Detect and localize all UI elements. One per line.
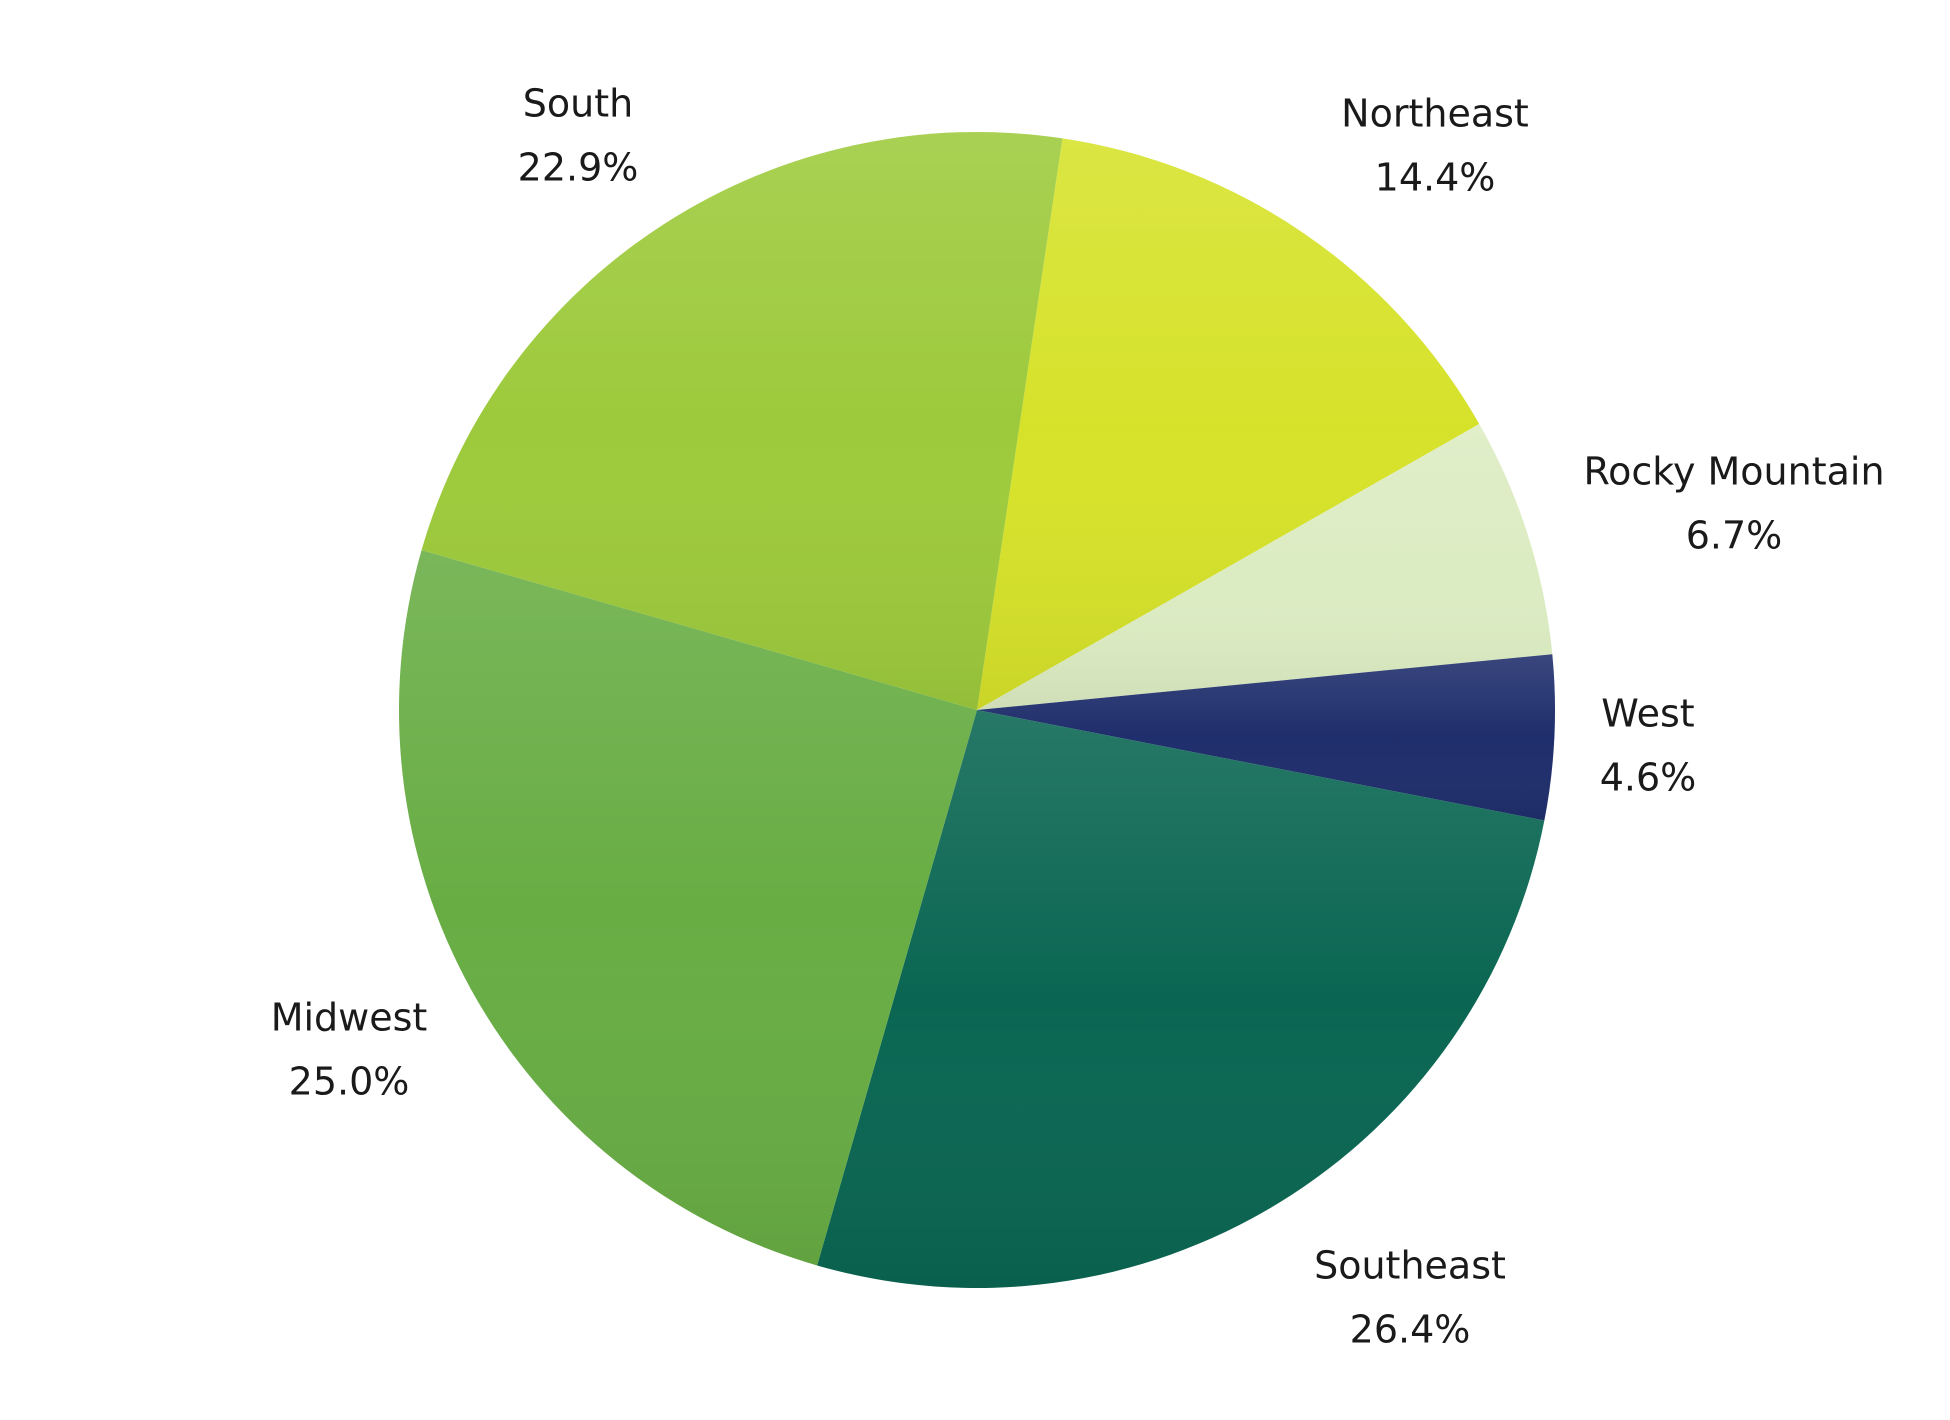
labels: Northeast 14.4% Rocky Mountain 6.7% West 4.6%… [271,82,1885,1352]
pie [398,131,1555,1288]
slice-category-label: Southeast [1314,1244,1506,1288]
slice-category-label: Rocky Mountain [1583,450,1884,494]
slice-value-label: 6.7% [1686,514,1783,558]
slice-category-label: Northeast [1341,92,1529,136]
slice-category-label: South [523,82,633,126]
slice-value-label: 22.9% [518,146,639,190]
slice-value-label: 4.6% [1600,756,1697,800]
slice-value-label: 14.4% [1375,156,1496,200]
slice-category-label: West [1601,692,1694,736]
slice-value-label: 26.4% [1350,1308,1471,1352]
slice-category-label: Midwest [271,996,428,1040]
slice-value-label: 25.0% [289,1060,410,1104]
